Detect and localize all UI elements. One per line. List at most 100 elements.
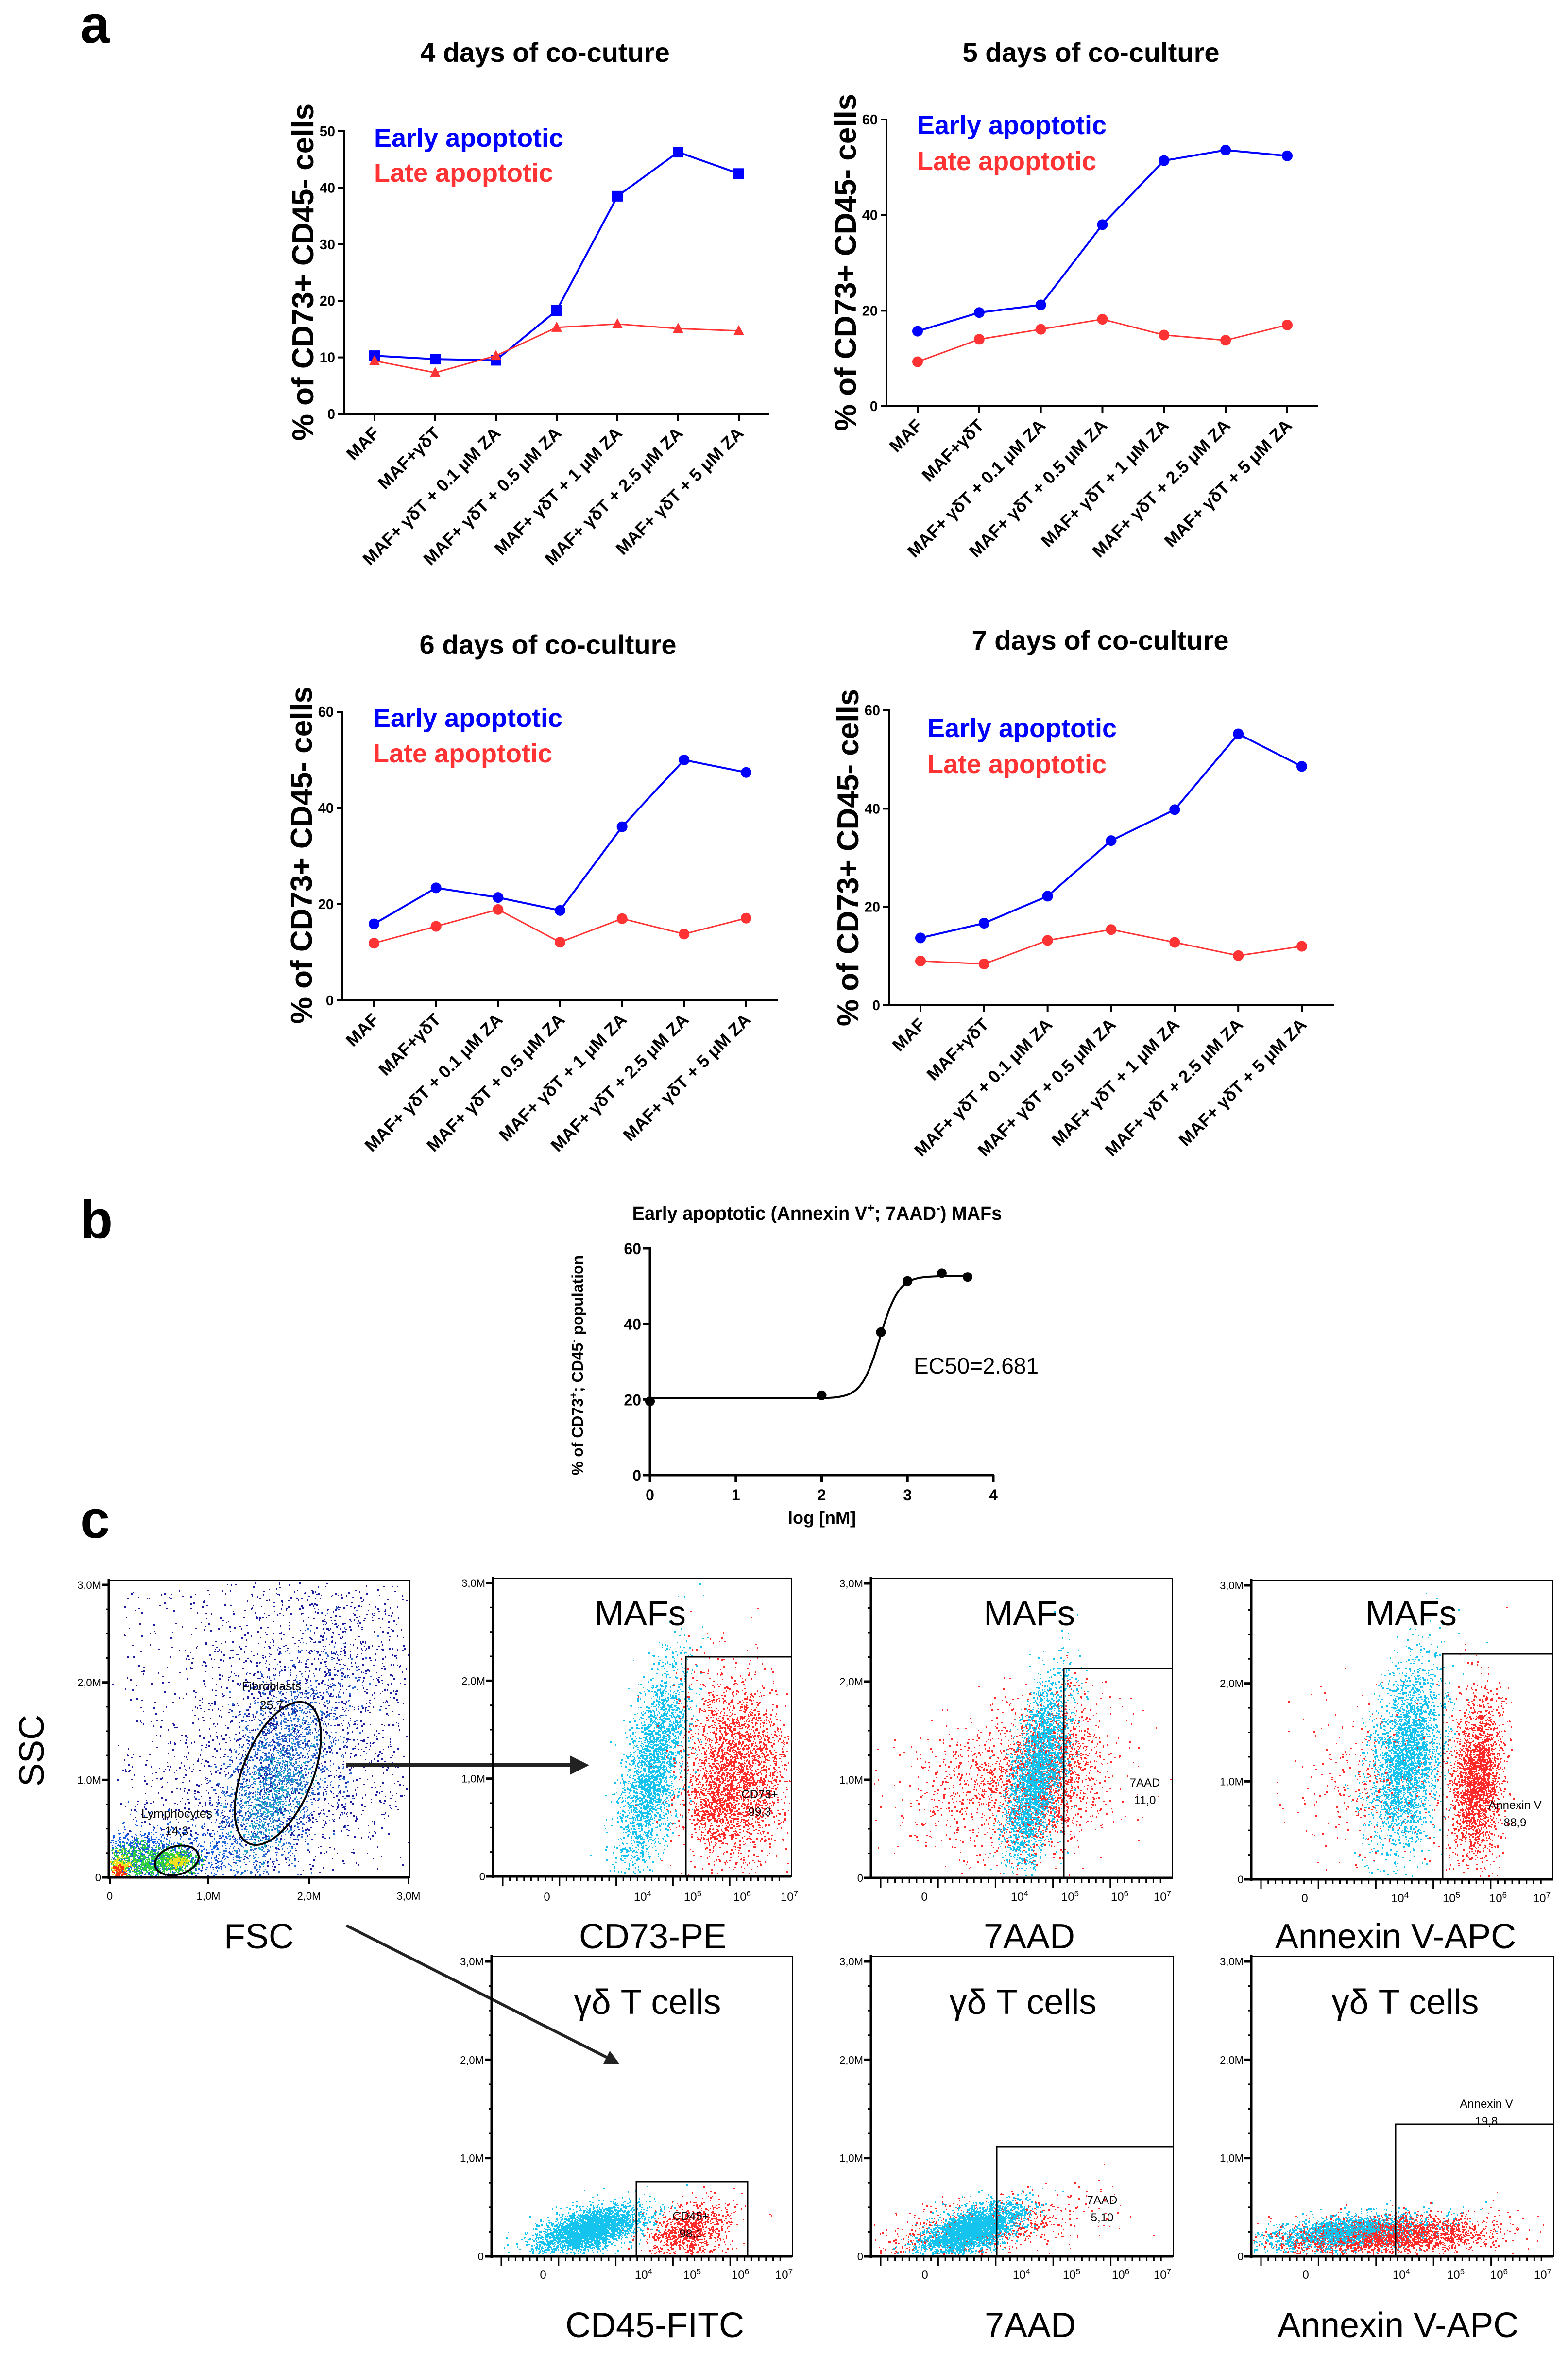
data-point-late (912, 356, 923, 367)
title-text: ) MAFs (940, 1204, 1002, 1224)
x-tick-label: 106 (1111, 1889, 1128, 1904)
data-point (937, 1268, 947, 1278)
x-tick-label: 105 (683, 2267, 701, 2282)
x-tick-label: 1 (732, 1486, 740, 1504)
plot-title: MAFs (984, 1594, 1075, 1633)
tick-base: 0 (921, 1891, 927, 1904)
data-point-late (493, 904, 504, 915)
label-superscript: + (567, 1392, 579, 1398)
x-tick-label: MAF (886, 415, 926, 456)
label-text: ; CD45 (569, 1343, 586, 1392)
data-point-early (1097, 219, 1108, 230)
data-point-late (555, 937, 565, 948)
tick-base: 10 (635, 2269, 648, 2282)
gate-value: 99,3 (749, 1806, 771, 1819)
tick-base: 10 (1391, 1892, 1404, 1905)
y-tick-label: 40 (320, 180, 335, 196)
data-point (876, 1327, 886, 1337)
gate-value: 11,0 (1134, 1794, 1156, 1807)
y-tick-label: 2,0M (460, 2054, 484, 2066)
x-axis-label: log [nM] (788, 1508, 856, 1528)
tick-base: 10 (1447, 2269, 1460, 2282)
y-tick-label: 1,0M (77, 1774, 101, 1786)
cyan-event-cloud (988, 1611, 1089, 1876)
x-tick-label: 104 (635, 2267, 652, 2282)
y-tick-label: 0 (479, 1871, 485, 1883)
data-point-late (369, 355, 380, 365)
gate-label: CD73+ (741, 1788, 778, 1801)
gate-rectangle (635, 2181, 749, 2256)
y-tick-label: 40 (862, 208, 878, 224)
x-axis-label: 7AAD (984, 1917, 1075, 1956)
y-tick-label: 0 (872, 998, 880, 1014)
x-tick-label: 107 (775, 2267, 793, 2282)
y-tick-label: 3,0M (461, 1577, 485, 1589)
data-point-early (551, 305, 562, 316)
title-text: ; 7AAD (874, 1204, 936, 1224)
y-tick-label: 50 (320, 124, 335, 139)
fibroblast-gate (234, 1701, 322, 1846)
x-tick-label: 105 (1447, 2267, 1465, 2282)
y-tick-label: 60 (624, 1240, 641, 1257)
x-tick-label: 106 (732, 2267, 749, 2282)
x-tick-label: MAF+ γδT + 5 μM ZA (1175, 1015, 1310, 1150)
data-point-late (430, 367, 441, 378)
y-tick-label: 20 (320, 293, 335, 309)
data-point-late (1282, 319, 1293, 330)
gate-rectangle (996, 2146, 1173, 2256)
chart-title: 5 days of co-culture (962, 37, 1219, 68)
flow-plot-1: 01,0M2,0M3,0M0 104 105 106 107CD73+99,3MAFsC… (461, 1577, 798, 1956)
data-point-late (430, 921, 442, 932)
data-point-late (1106, 924, 1117, 935)
legend-early: Early apoptotic (373, 704, 562, 733)
data-point-late (551, 321, 562, 332)
x-axis-label-fsc: FSC (224, 1917, 294, 1956)
data-point-early (1296, 761, 1307, 772)
data-point (903, 1276, 913, 1286)
y-tick-label: 1,0M (461, 1773, 485, 1785)
data-point-early (369, 918, 379, 929)
panel-b-dose-response: Early apoptotic (Annexin V+; 7AAD-) MAFs… (567, 1201, 1039, 1528)
fibroblast-events-dark (112, 1582, 409, 1877)
x-tick-label: MAF (342, 423, 383, 464)
y-tick-label: 20 (318, 897, 334, 912)
x-tick-label: 2 (818, 1486, 826, 1504)
red-event-cloud (1429, 1607, 1521, 1877)
legend-early: Early apoptotic (917, 111, 1107, 140)
x-tick-label: 106 (1490, 2267, 1508, 2282)
ec50-annotation: EC50=2.681 (914, 1353, 1039, 1378)
data-point-late (733, 325, 744, 335)
data-point (645, 1396, 655, 1407)
data-point-early (1233, 728, 1244, 739)
label-text: % of CD73 (569, 1398, 586, 1475)
x-tick-label: 0 (1302, 2269, 1309, 2282)
y-tick-label: 1,0M (839, 1774, 863, 1786)
data-point-late (1233, 950, 1244, 961)
tick-exponent: 5 (1460, 2267, 1465, 2276)
data-point-late (973, 334, 985, 345)
tick-base: 10 (684, 1891, 697, 1904)
tick-base: 10 (1112, 2269, 1125, 2282)
x-tick-label: 4 (989, 1486, 998, 1504)
tick-exponent: 6 (747, 1889, 751, 1898)
x-tick-label: 0 (921, 2269, 928, 2282)
panel-c-flow-cytometry: 0 1,0M 2,0M 3,0M 0 1,0M 2,0M 3,0M Fibroblasts 25,… (13, 1577, 1554, 2345)
y-tick-label: 3,0M (839, 1578, 863, 1590)
x-tick-label: 104 (1391, 1891, 1409, 1906)
tick-exponent: 5 (1074, 1889, 1079, 1898)
tick-base: 10 (1489, 1892, 1502, 1905)
data-point-late (1169, 937, 1180, 948)
tick-base: 10 (1154, 1891, 1167, 1904)
x-tick-label: 104 (634, 1889, 651, 1904)
gate-label-fibroblasts: Fibroblasts (242, 1680, 301, 1693)
data-point-early (1106, 835, 1117, 846)
x-tick-label: 0 (646, 1486, 654, 1504)
y-tick-label: 2,0M (839, 1676, 863, 1688)
fibroblast-events-cyan (215, 1710, 324, 1875)
tick-base: 10 (732, 2269, 745, 2282)
y-tick-label: 0 (1238, 1874, 1244, 1886)
label-superscript: - (567, 1339, 579, 1342)
gating-plot-fsc-ssc: 0 1,0M 2,0M 3,0M 0 1,0M 2,0M 3,0M Fibroblasts 25,… (13, 1579, 420, 1956)
tick-exponent: 7 (1547, 2267, 1551, 2276)
